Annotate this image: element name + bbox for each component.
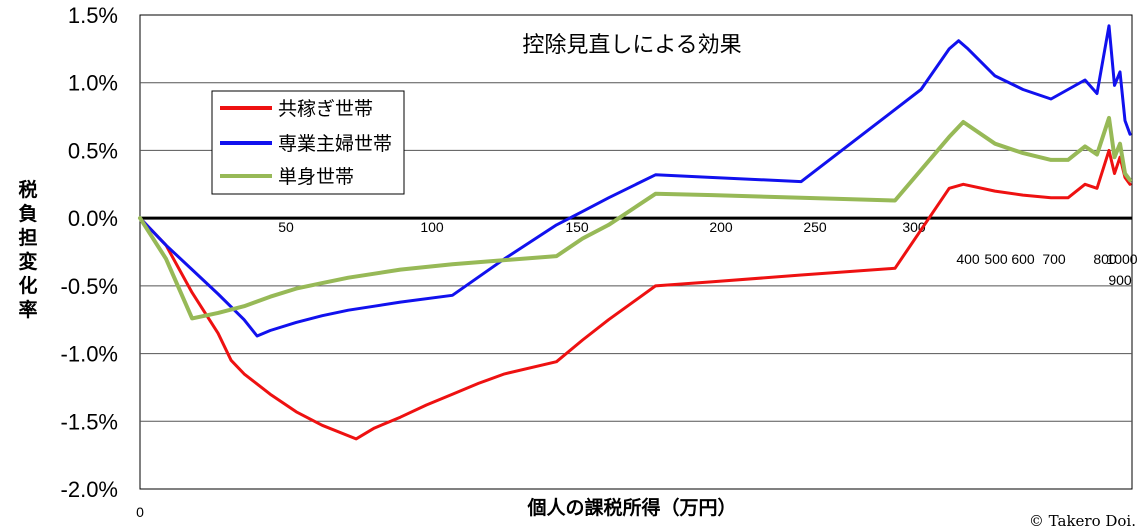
y-tick-label: -1.5% [61,409,118,434]
legend: 共稼ぎ世帯 専業主婦世帯 単身世帯 [211,90,405,195]
legend-label-1: 専業主婦世帯 [278,133,392,155]
series-line-0 [138,148,1132,441]
y-axis-label-char: 変 [18,250,37,273]
x-axis-label: 個人の課税所得（万円） [526,496,736,519]
x-tick-label: 150 [565,219,589,235]
x-tick-label: 100 [420,219,444,235]
y-axis-label-char: 化 [18,274,37,297]
y-tick-label: -2.0% [61,477,118,502]
y-axis-label-char: 負 [18,202,37,225]
y-axis-label-char: 担 [18,226,37,249]
x-tick-label: 700 [1042,251,1066,267]
x-tick-label: 250 [803,219,827,235]
y-axis-label-char: 税 [18,178,37,201]
legend-label-2: 単身世帯 [278,166,354,188]
y-tick-label: -0.5% [61,274,118,299]
y-axis-label-char: 率 [18,298,37,321]
x-tick-label: 0 [136,504,144,520]
y-tick-label: 1.5% [68,3,118,28]
chart-title: 控除見直しによる効果 [522,33,741,58]
series-line-2 [138,115,1132,321]
x-tick-label: 400 [956,251,980,267]
x-tick-label: 800 [1093,251,1117,267]
series-line-1 [138,24,1132,338]
y-tick-label: 0.0% [68,206,118,231]
x-tick-label: 900 [1108,272,1132,288]
x-tick-label: 500 [984,251,1008,267]
y-tick-label: 1.0% [68,71,118,96]
y-axis-label: 税負担変化率 [18,178,37,321]
series-lines [138,24,1132,441]
x-tick-label: 50 [278,219,294,235]
y-tick-label: -1.0% [61,342,118,367]
x-tick-label: 200 [709,219,733,235]
y-tick-label: 0.5% [68,138,118,163]
y-axis-ticks: -2.0% -1.5% -1.0% -0.5% 0.0% 0.5% 1.0% 1.5% [61,3,118,502]
copyright: © Takero Doi. [1029,512,1136,530]
legend-label-0: 共稼ぎ世帯 [278,98,373,120]
x-tick-label: 1000 [1106,251,1137,267]
x-tick-label: 600 [1011,251,1035,267]
plot-area [139,14,1133,490]
